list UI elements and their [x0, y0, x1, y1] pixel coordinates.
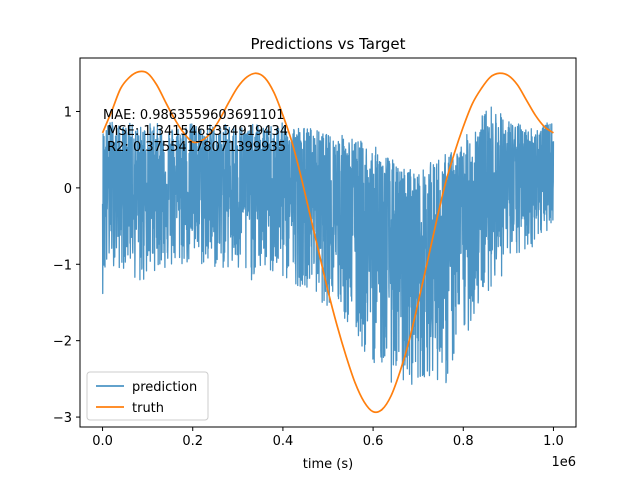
y-tick-label: −1 [53, 258, 72, 273]
x-tick-label: 0.6 [363, 434, 384, 449]
x-axis-offset-label: 1e6 [551, 455, 576, 470]
legend: prediction truth [86, 371, 209, 421]
axes-frame [79, 57, 577, 428]
annotation-line: MAE: 0.9863559603691101 [103, 108, 285, 123]
x-axis: 0.0 0.2 0.4 0.6 0.8 1.0 [92, 427, 564, 449]
legend-box [86, 371, 209, 421]
y-tick-label: 0 [64, 182, 72, 197]
legend-label-prediction: prediction [132, 380, 197, 395]
metrics-annotation: MAE: 0.9863559603691101 MSE: 1.341546535… [103, 108, 288, 155]
annotation-line: MSE: 1.3415465354919434 [103, 124, 288, 139]
y-tick-label: 1 [64, 105, 72, 120]
plot-area [101, 70, 555, 414]
truth-line [101, 70, 554, 414]
x-axis-label: time (s) [303, 457, 353, 472]
x-tick-label: 0.4 [273, 434, 294, 449]
chart-title: Predictions vs Target [251, 35, 406, 53]
y-tick-label: −2 [53, 335, 72, 350]
x-tick-label: 0.2 [182, 434, 203, 449]
x-tick-label: 1.0 [543, 434, 564, 449]
x-tick-label: 0.0 [92, 434, 113, 449]
y-axis: 1 0 −1 −2 −3 [53, 105, 80, 426]
legend-label-truth: truth [132, 401, 164, 416]
x-tick-label: 0.8 [453, 434, 474, 449]
prediction-line [101, 106, 555, 385]
annotation-line: R2: 0.37554178071399935 [103, 140, 286, 155]
y-tick-label: −3 [53, 411, 72, 426]
